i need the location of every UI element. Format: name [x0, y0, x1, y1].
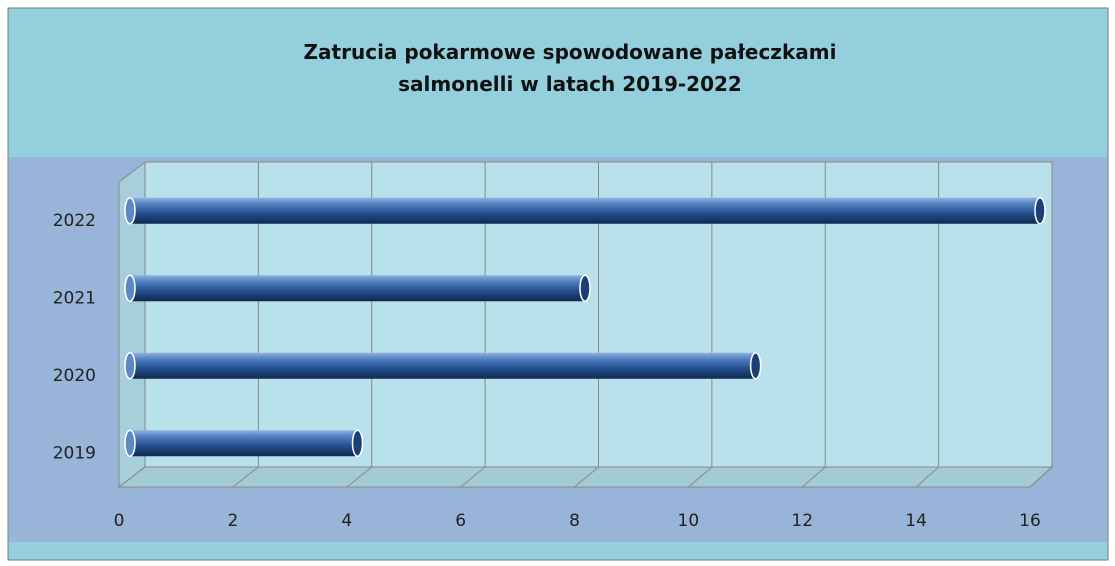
- bar-cap-end: [749, 352, 762, 380]
- floor-grid-line: [232, 466, 259, 488]
- y-tick-label: 2021: [53, 288, 96, 308]
- bar: [130, 352, 756, 379]
- y-tick-label: 2020: [53, 366, 96, 386]
- bar-cap-end: [579, 274, 591, 302]
- bar-cap-start: [124, 352, 136, 380]
- bar: [130, 430, 358, 457]
- x-tick-label: 12: [791, 511, 813, 531]
- bar-cap-end: [351, 429, 364, 457]
- chart-title: Zatrucia pokarmowe spowodowane pałeczkam…: [303, 40, 837, 96]
- bar-cap-start: [124, 274, 136, 302]
- x-tick-label: 0: [114, 511, 125, 531]
- bar-cap-start: [124, 429, 136, 457]
- floor-grid-line: [688, 466, 713, 488]
- floor-grid-line: [801, 466, 826, 488]
- floor-grid-line: [460, 466, 486, 488]
- x-tick-label: 8: [569, 511, 580, 531]
- y-tick-label: 2022: [53, 211, 96, 231]
- floor-grid-line: [118, 466, 146, 488]
- x-tick-label: 16: [1019, 511, 1041, 531]
- y-tick-label: 2019: [53, 443, 96, 463]
- floor-grid-line: [1029, 466, 1053, 488]
- bar: [130, 197, 1040, 224]
- bar: [130, 275, 585, 302]
- floor: [117, 466, 1054, 488]
- floor-grid-line: [574, 466, 599, 488]
- x-tick-label: 10: [678, 511, 700, 531]
- floor-grid-line: [346, 466, 373, 488]
- x-tick-label: 2: [227, 511, 238, 531]
- floor-grid-line: [915, 466, 939, 488]
- x-tick-label: 14: [905, 511, 927, 531]
- bar-cap-start: [124, 197, 136, 225]
- x-tick-label: 6: [455, 511, 466, 531]
- bar-cap-end: [1034, 197, 1046, 225]
- x-tick-label: 4: [341, 511, 352, 531]
